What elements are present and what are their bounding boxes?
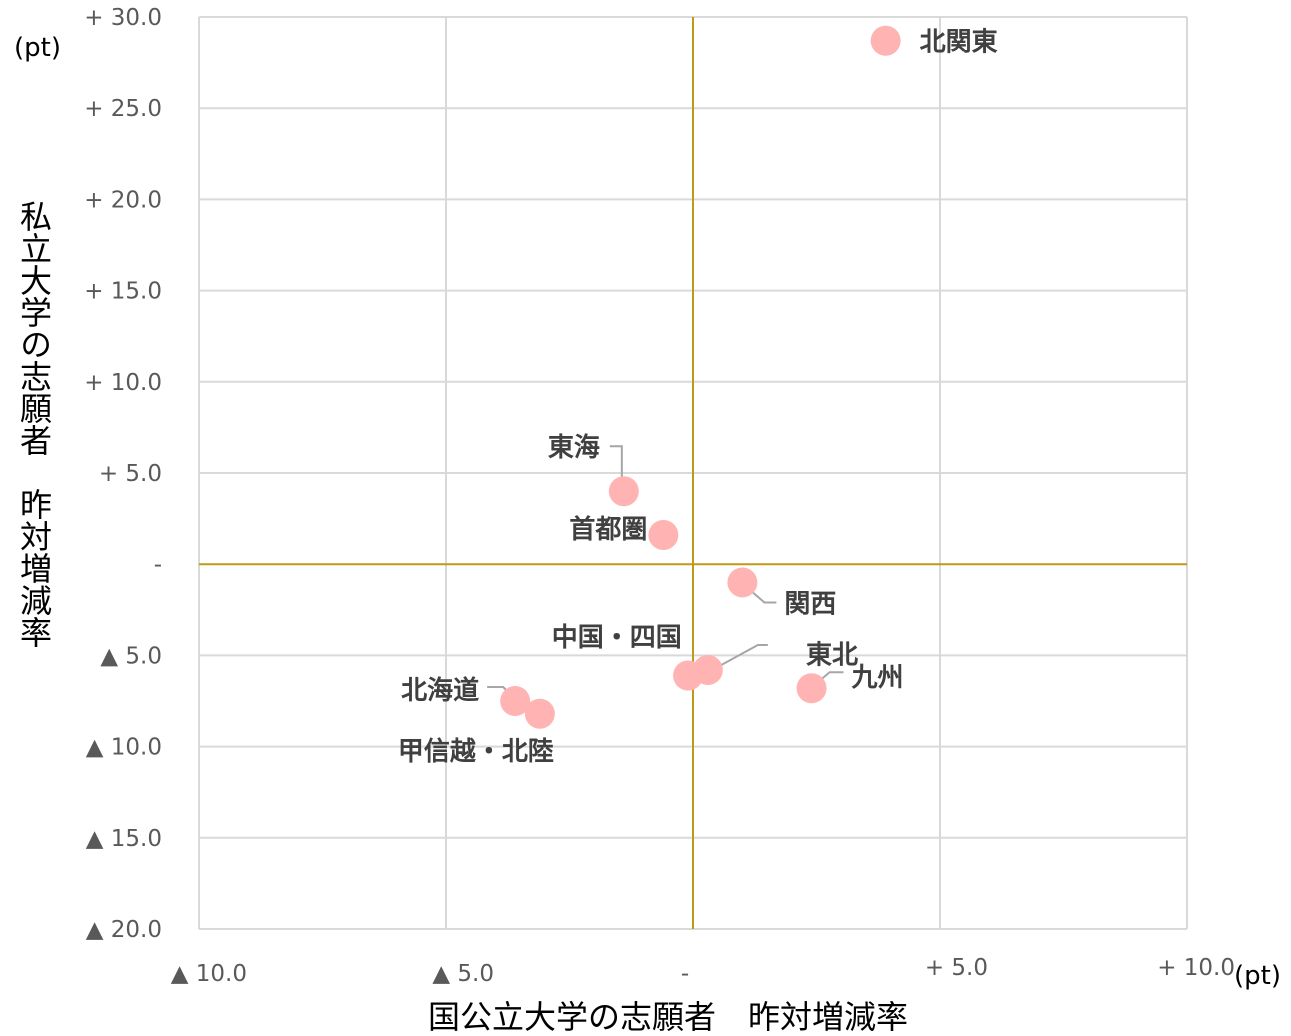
data-point bbox=[796, 673, 827, 704]
x-tick-label: ▲ 5.0 bbox=[432, 961, 494, 987]
point-label: 東海 bbox=[548, 433, 600, 463]
leader-line bbox=[715, 643, 768, 669]
y-axis-title: 私立大学の志願者 昨対増減率 bbox=[15, 200, 53, 648]
y-tick-label: + 20.0 bbox=[84, 187, 162, 213]
y-tick-label: ▲ 10.0 bbox=[86, 735, 162, 761]
zero-lines bbox=[199, 17, 1187, 929]
data-point bbox=[673, 660, 704, 691]
data-point bbox=[608, 476, 639, 507]
y-tick-label: + 15.0 bbox=[84, 279, 162, 305]
data-point bbox=[524, 698, 555, 729]
y-tick-label: ▲ 20.0 bbox=[86, 917, 162, 943]
x-axis-title: 国公立大学の志願者 昨対増減率 bbox=[428, 998, 908, 1036]
point-label: 中国・四国 bbox=[552, 623, 682, 653]
leader-line bbox=[749, 589, 777, 604]
point-label: 北海道 bbox=[401, 675, 479, 706]
point-label: 甲信越・北陸 bbox=[398, 737, 554, 767]
y-tick-label: + 25.0 bbox=[84, 96, 162, 122]
y-tick-label: ▲ 5.0 bbox=[100, 643, 162, 669]
y-tick-label: + 30.0 bbox=[84, 5, 162, 31]
x-tick-label: + 5.0 bbox=[925, 955, 988, 981]
x-tick-labels: ▲ 10.0 ▲ 5.0 - + 5.0 + 10.0 bbox=[171, 955, 1235, 987]
leader-line bbox=[609, 445, 623, 478]
leader-lines bbox=[487, 445, 844, 694]
point-label: 北関東 bbox=[920, 28, 998, 58]
data-point bbox=[500, 686, 531, 716]
point-label: 関西 bbox=[784, 589, 836, 619]
point-label: 首都圏 bbox=[569, 514, 647, 545]
y-tick-label: + 5.0 bbox=[99, 461, 162, 487]
y-tick-labels: + 30.0 + 25.0 + 20.0 + 15.0 + 10.0 + 5.0 - ▲ 5.… bbox=[84, 5, 162, 943]
data-points bbox=[500, 25, 901, 729]
data-point bbox=[648, 520, 679, 551]
x-tick-label: + 10.0 bbox=[1157, 955, 1235, 981]
point-label: 九州 bbox=[851, 663, 904, 693]
y-tick-label: ▲ 15.0 bbox=[86, 826, 162, 852]
data-point bbox=[727, 567, 758, 598]
x-tick-label: ▲ 10.0 bbox=[171, 961, 247, 987]
y-tick-label: + 10.0 bbox=[84, 370, 162, 396]
data-point bbox=[870, 25, 901, 56]
y-tick-label: - bbox=[154, 552, 162, 578]
point-label: 東北 bbox=[806, 640, 858, 670]
x-tick-label: - bbox=[681, 961, 689, 987]
y-unit-label: (pt) bbox=[14, 33, 61, 63]
x-unit-label: (pt) bbox=[1234, 961, 1281, 991]
